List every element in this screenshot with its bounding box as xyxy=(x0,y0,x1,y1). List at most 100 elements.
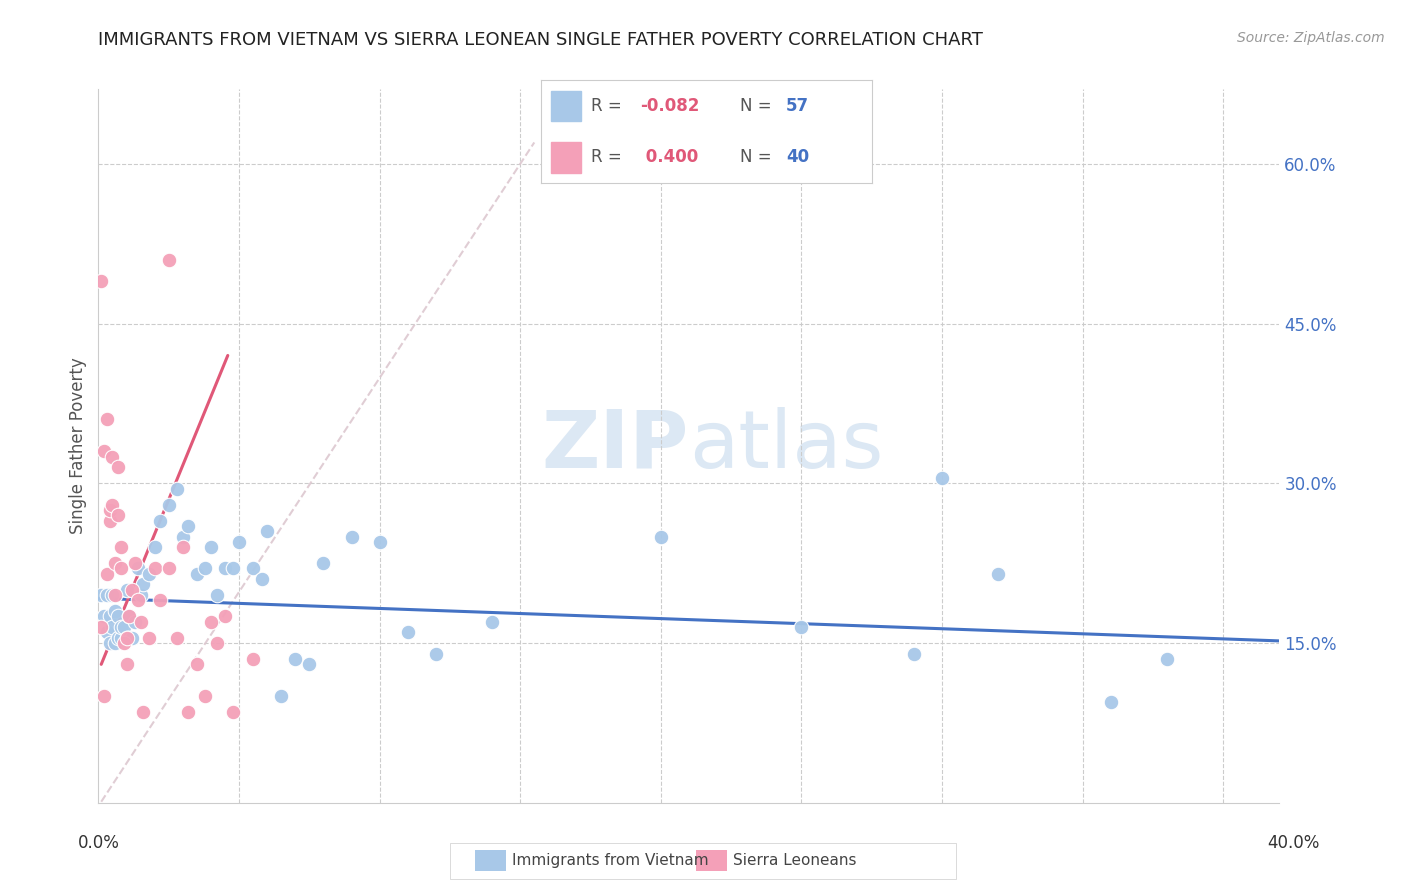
Point xyxy=(118,631,141,645)
Point xyxy=(110,540,132,554)
Point xyxy=(214,609,236,624)
Point xyxy=(101,498,124,512)
Point xyxy=(121,582,143,597)
Point xyxy=(186,657,208,672)
Point xyxy=(110,620,132,634)
Point xyxy=(112,636,135,650)
Point xyxy=(368,534,391,549)
Point xyxy=(214,561,236,575)
Point xyxy=(101,450,124,464)
Point xyxy=(96,566,118,581)
Point xyxy=(118,609,141,624)
Point xyxy=(90,588,112,602)
Text: 40.0%: 40.0% xyxy=(1267,834,1320,852)
Point xyxy=(157,252,180,267)
Point xyxy=(200,540,222,554)
Text: R =: R = xyxy=(591,148,627,166)
Text: IMMIGRANTS FROM VIETNAM VS SIERRA LEONEAN SINGLE FATHER POVERTY CORRELATION CHAR: IMMIGRANTS FROM VIETNAM VS SIERRA LEONEA… xyxy=(98,31,983,49)
Point xyxy=(104,604,127,618)
Point xyxy=(143,561,166,575)
Point xyxy=(1099,695,1122,709)
Point xyxy=(166,482,188,496)
Point xyxy=(149,514,172,528)
Point xyxy=(242,652,264,666)
Point xyxy=(101,588,124,602)
Text: N =: N = xyxy=(740,97,776,115)
Point xyxy=(138,631,160,645)
FancyBboxPatch shape xyxy=(551,91,581,121)
Point xyxy=(425,647,447,661)
Point xyxy=(107,631,129,645)
Point xyxy=(396,625,419,640)
Point xyxy=(143,540,166,554)
Text: 0.400: 0.400 xyxy=(641,148,699,166)
Point xyxy=(93,609,115,624)
Point xyxy=(284,652,307,666)
Point xyxy=(256,524,278,539)
Point xyxy=(101,620,124,634)
Point xyxy=(931,471,953,485)
Point xyxy=(177,706,200,720)
Point xyxy=(124,556,146,570)
Point xyxy=(186,566,208,581)
Point xyxy=(340,529,363,543)
Point xyxy=(481,615,503,629)
Point xyxy=(149,593,172,607)
Point xyxy=(228,534,250,549)
Point xyxy=(93,690,115,704)
Point xyxy=(112,620,135,634)
Point xyxy=(177,519,200,533)
Point xyxy=(172,529,194,543)
Point xyxy=(121,631,143,645)
Point xyxy=(129,588,152,602)
Point xyxy=(312,556,335,570)
Point xyxy=(222,561,245,575)
Point xyxy=(90,274,112,288)
Point xyxy=(166,631,188,645)
Point xyxy=(124,615,146,629)
Point xyxy=(110,631,132,645)
Point xyxy=(104,556,127,570)
Point xyxy=(115,631,138,645)
Point xyxy=(205,636,228,650)
Point xyxy=(127,561,149,575)
Point xyxy=(115,631,138,645)
Point xyxy=(98,514,121,528)
Point xyxy=(98,636,121,650)
Point xyxy=(96,588,118,602)
Point xyxy=(118,609,141,624)
Point xyxy=(93,444,115,458)
Point xyxy=(650,529,672,543)
Text: 57: 57 xyxy=(786,97,808,115)
Text: -0.082: -0.082 xyxy=(641,97,700,115)
Point xyxy=(96,412,118,426)
Point xyxy=(98,503,121,517)
Point xyxy=(90,620,112,634)
Text: Source: ZipAtlas.com: Source: ZipAtlas.com xyxy=(1237,31,1385,45)
Point xyxy=(107,609,129,624)
Text: Sierra Leoneans: Sierra Leoneans xyxy=(733,854,856,868)
Point xyxy=(157,498,180,512)
Point xyxy=(250,572,273,586)
Point xyxy=(157,561,180,575)
Text: R =: R = xyxy=(591,97,627,115)
Point xyxy=(987,566,1010,581)
Text: Immigrants from Vietnam: Immigrants from Vietnam xyxy=(512,854,709,868)
Point xyxy=(270,690,292,704)
Point xyxy=(132,706,155,720)
Point xyxy=(194,561,217,575)
Point xyxy=(298,657,321,672)
Point xyxy=(129,615,152,629)
Point xyxy=(205,588,228,602)
Point xyxy=(127,593,149,607)
Point xyxy=(115,657,138,672)
Point xyxy=(172,540,194,554)
Point xyxy=(242,561,264,575)
Point xyxy=(790,620,813,634)
Point xyxy=(107,460,129,475)
Point xyxy=(107,508,129,523)
Text: 40: 40 xyxy=(786,148,808,166)
Point xyxy=(200,615,222,629)
Text: N =: N = xyxy=(740,148,776,166)
Point xyxy=(104,588,127,602)
